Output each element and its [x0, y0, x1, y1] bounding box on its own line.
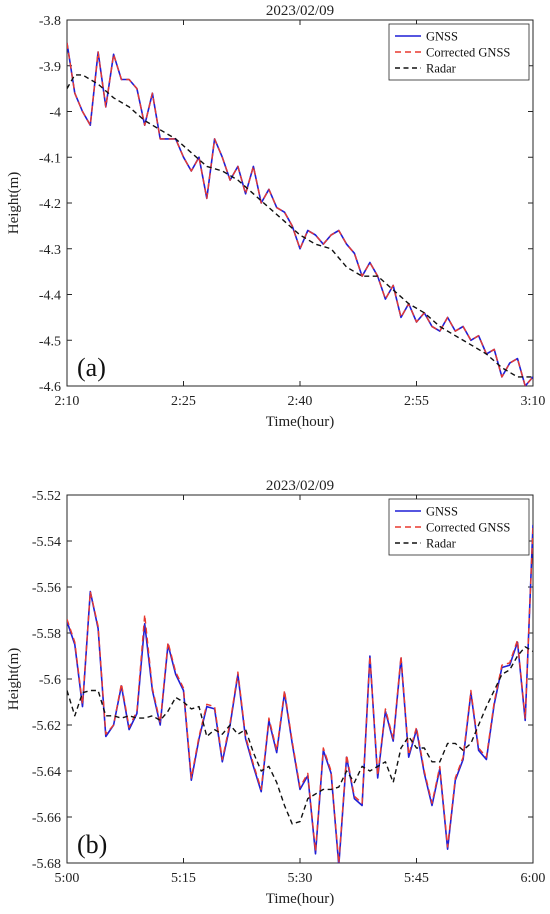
plot-area-frame: [66, 494, 534, 864]
chart-title: 2023/02/09: [266, 3, 334, 19]
x-tick-label: 5:30: [288, 871, 313, 886]
series-line-corrected-gnss: [67, 42, 533, 386]
y-tick-label: -5.68: [32, 857, 61, 872]
y-axis-title: Height(m): [6, 648, 22, 710]
legend-entry-label: Radar: [426, 537, 457, 551]
chart-panel-b: 2023/02/09 5:00 5:15 5:30 5:45 6:00 -5.52 -5.54…: [6, 478, 546, 907]
y-tick-label: -4.2: [39, 197, 61, 212]
series-group: [67, 42, 533, 386]
x-tick-label: 2:40: [288, 394, 313, 409]
y-tick-label: -5.58: [32, 627, 61, 642]
y-tick-label: -5.56: [32, 581, 61, 596]
x-tick-label: 6:00: [521, 871, 546, 886]
panel-label: (b): [77, 830, 107, 859]
series-line-corrected-gnss: [67, 527, 533, 863]
y-tick-label: -5.52: [32, 489, 61, 504]
x-tick-label: 5:00: [55, 871, 80, 886]
panel-label: (a): [77, 353, 106, 382]
y-tick-label: -3.8: [39, 14, 61, 29]
y-tick-label: -5.6: [39, 673, 61, 688]
series-group: [67, 524, 533, 863]
legend-entry-label: Corrected GNSS: [426, 46, 510, 60]
chart-panel-a: 2023/02/09 2:10 2:25 2:40 2:55 3:10 -3.8 -3.9 -4…: [6, 3, 546, 430]
series-line-radar: [67, 646, 533, 825]
y-tick-label: -4.6: [39, 380, 61, 395]
plot-area-frame: [66, 19, 534, 387]
x-tick-label: 5:15: [171, 871, 196, 886]
y-tick-label: -4: [49, 106, 61, 121]
x-axis-title: Time(hour): [266, 891, 335, 907]
y-tick-label: -4.4: [39, 289, 61, 304]
x-tick-label: 5:45: [404, 871, 429, 886]
y-tick-label: -4.1: [39, 151, 61, 166]
y-tick-label: -5.54: [32, 535, 61, 550]
y-tick-label: -3.9: [39, 60, 61, 75]
x-tick-label: 3:10: [521, 394, 546, 409]
y-tick-label: -5.62: [32, 719, 61, 734]
x-tick-label: 2:10: [55, 394, 80, 409]
y-tick-label: -5.64: [32, 765, 61, 780]
legend-entry-label: GNSS: [426, 505, 458, 519]
x-axis-title: Time(hour): [266, 414, 335, 430]
legend-box: [388, 498, 530, 556]
y-tick-label: -5.66: [32, 811, 61, 826]
series-line-gnss: [67, 524, 533, 863]
legend-entry-label: GNSS: [426, 30, 458, 44]
chart-title: 2023/02/09: [266, 478, 334, 494]
y-tick-label: -4.3: [39, 243, 61, 258]
x-tick-label: 2:25: [171, 394, 196, 409]
series-line-radar: [67, 74, 533, 378]
y-axis-title: Height(m): [6, 172, 22, 234]
legend-box: [388, 23, 530, 81]
x-tick-label: 2:55: [404, 394, 429, 409]
y-tick-label: -4.5: [39, 334, 61, 349]
legend-entry-label: Radar: [426, 62, 457, 76]
legend-entry-label: Corrected GNSS: [426, 521, 510, 535]
